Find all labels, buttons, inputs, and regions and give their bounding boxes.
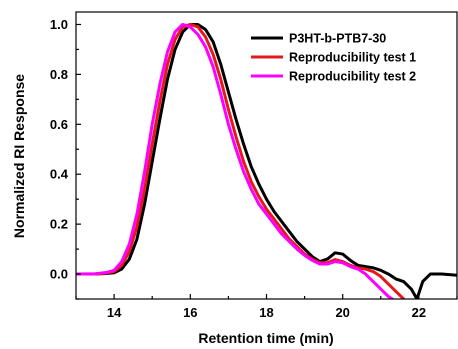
x-tick-label-2: 18 (259, 305, 273, 320)
x-axis-title: Retention time (min) (198, 330, 333, 346)
x-tick-label-3: 20 (335, 305, 349, 320)
x-tick-label-0: 14 (107, 305, 122, 320)
y-axis-title: Normalized RI Response (11, 74, 27, 238)
x-tick-label-4: 22 (412, 305, 426, 320)
y-tick-label-2: 0.4 (50, 167, 69, 182)
legend-label-1: Reproducibility test 1 (289, 51, 416, 65)
y-axis-ticks: 0.0 0.2 0.4 0.6 0.8 1.0 (50, 17, 81, 300)
y-tick-label-3: 0.6 (50, 117, 68, 132)
y-tick-label-4: 0.8 (50, 67, 68, 82)
series-layer (76, 22, 457, 299)
legend-label-2: Reproducibility test 2 (289, 70, 416, 84)
legend: P3HT-b-PTB7-30 Reproducibility test 1 Repr… (251, 32, 416, 84)
series-line-0 (76, 22, 457, 299)
x-tick-label-1: 16 (183, 305, 197, 320)
y-tick-label-5: 1.0 (50, 17, 68, 32)
series-line-2 (76, 22, 395, 299)
legend-label-0: P3HT-b-PTB7-30 (289, 32, 386, 46)
y-tick-label-1: 0.2 (50, 217, 68, 232)
x-axis-ticks: 14 16 18 20 22 (75, 294, 458, 320)
y-tick-label-0: 0.0 (50, 267, 68, 282)
